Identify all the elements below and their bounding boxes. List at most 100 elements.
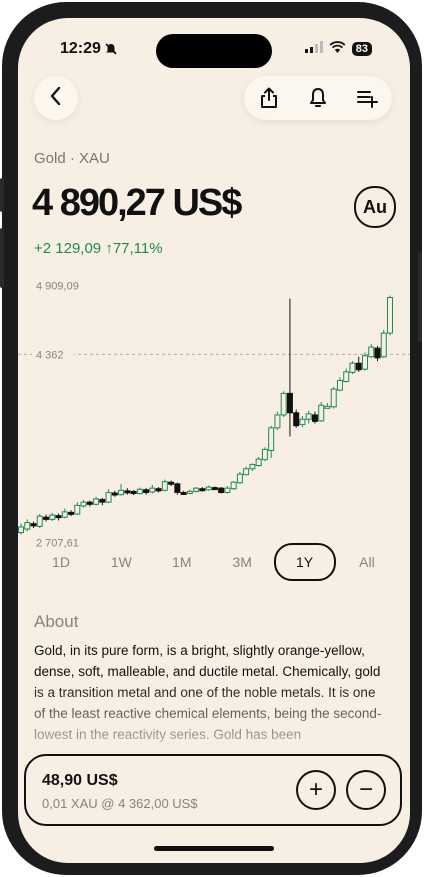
candle <box>230 481 237 490</box>
price-chart[interactable]: 4 909,09 4 362 2 707,61 <box>18 280 410 550</box>
y-tick-label: 2 707,61 <box>36 538 79 550</box>
candle-body <box>218 487 225 493</box>
candle <box>355 356 362 372</box>
buy-button[interactable]: + <box>296 770 336 810</box>
period-selector: 1D 1W 1M 3M 1Y All <box>32 543 396 581</box>
candle <box>99 497 106 506</box>
period-all[interactable]: All <box>359 554 375 570</box>
candle-body <box>74 504 81 515</box>
candle-body <box>130 490 137 495</box>
candle <box>55 513 62 521</box>
tick-label-background <box>32 348 74 363</box>
period-3m[interactable]: 3M <box>232 554 252 570</box>
period-1d[interactable]: 1D <box>52 554 70 570</box>
candle <box>168 480 175 486</box>
candle-body <box>68 511 75 515</box>
candle-body <box>230 481 237 490</box>
candle <box>24 519 31 532</box>
candle-body <box>36 515 43 527</box>
candle-body <box>174 483 181 493</box>
candle <box>161 479 168 492</box>
candle-body <box>186 490 193 494</box>
candle <box>311 411 318 424</box>
candle <box>324 403 331 409</box>
playlist-add-icon <box>357 91 379 108</box>
candle <box>299 416 306 427</box>
add-to-list-button[interactable] <box>351 82 383 114</box>
trade-panel: 48,90 US$ 0,01 XAU @ 4 362,00 US$ + − <box>24 754 402 826</box>
candle-body <box>180 491 187 495</box>
candle-body <box>318 404 325 422</box>
candle-body <box>311 414 318 422</box>
candle <box>374 346 381 362</box>
candle-body <box>161 481 168 491</box>
sell-button[interactable]: − <box>346 770 386 810</box>
candle-body <box>293 412 300 427</box>
candle-body <box>387 297 393 334</box>
candle-body <box>368 346 375 358</box>
candle <box>193 487 200 493</box>
status-indicators: 83 <box>304 40 372 58</box>
candle <box>236 472 243 484</box>
candle <box>49 512 56 521</box>
candle-body <box>211 487 218 491</box>
candle <box>255 456 262 467</box>
candle <box>343 368 350 383</box>
candle <box>130 490 137 496</box>
power-button <box>418 252 422 342</box>
candle-body <box>286 392 293 414</box>
candle-body <box>361 355 368 370</box>
candle-body <box>155 488 162 492</box>
candle-body <box>349 362 356 373</box>
asset-price: 4 890,27 US$ <box>32 182 242 224</box>
period-1y[interactable]: 1Y <box>273 543 336 581</box>
period-1m[interactable]: 1M <box>172 554 192 570</box>
back-button[interactable] <box>34 76 78 120</box>
candle-body <box>118 489 125 496</box>
share-button[interactable] <box>253 82 285 114</box>
candle <box>336 377 343 392</box>
candle <box>199 487 206 492</box>
candle-body <box>55 515 62 519</box>
y-tick-label: 4 362 <box>36 349 64 361</box>
candle <box>286 298 293 437</box>
candle <box>330 386 337 409</box>
dynamic-island <box>156 34 272 68</box>
candle-body <box>268 427 275 451</box>
candle <box>243 466 250 476</box>
y-tick-label: 4 909,09 <box>36 280 79 292</box>
battery-indicator: 83 <box>351 42 372 56</box>
candle <box>61 508 68 519</box>
candle-body <box>136 488 143 495</box>
candle-body <box>261 448 268 461</box>
candle <box>186 489 193 495</box>
candle <box>380 329 387 358</box>
period-1w[interactable]: 1W <box>110 554 132 570</box>
alert-button[interactable] <box>302 82 334 114</box>
candle <box>361 352 368 371</box>
candle <box>155 487 162 493</box>
candle-body <box>249 463 256 470</box>
header-actions <box>244 76 392 120</box>
candle <box>68 510 75 517</box>
candle <box>74 502 81 516</box>
candle <box>105 489 112 504</box>
candle-body <box>343 371 350 383</box>
chevron-left-icon <box>49 86 63 111</box>
price-change: +2 129,09 ↑77,11% <box>34 240 163 257</box>
candle <box>86 500 93 507</box>
candle <box>136 487 143 495</box>
candle <box>293 409 300 428</box>
candle <box>305 410 312 424</box>
text-fade-overlay <box>18 683 410 763</box>
plus-icon: + <box>308 776 323 803</box>
bell-icon <box>309 88 326 107</box>
share-icon <box>260 87 277 108</box>
candle-body <box>168 481 175 485</box>
candle-body <box>355 362 362 371</box>
side-button <box>0 178 4 212</box>
candle <box>143 488 150 495</box>
candle-body <box>24 522 31 530</box>
candle-body <box>299 418 306 426</box>
